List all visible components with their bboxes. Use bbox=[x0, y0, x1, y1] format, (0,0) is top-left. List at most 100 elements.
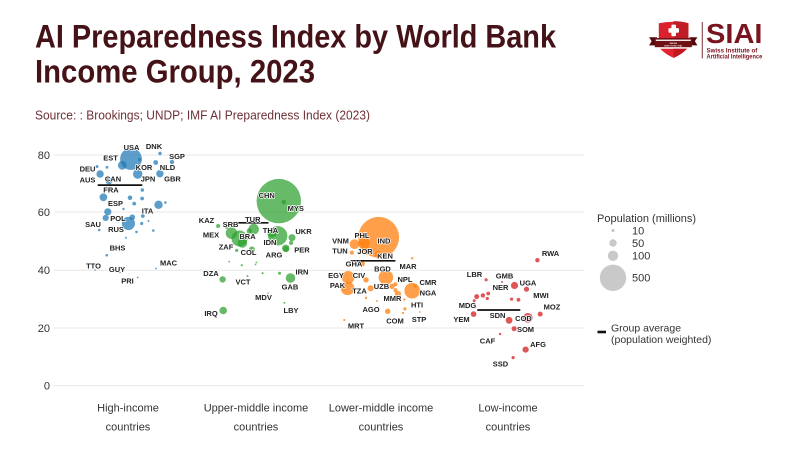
svg-text:Population (millions): Population (millions) bbox=[597, 213, 696, 225]
svg-text:Income Group, 2023: Income Group, 2023 bbox=[35, 54, 315, 90]
svg-text:Group average: Group average bbox=[611, 323, 681, 335]
svg-text:DZA: DZA bbox=[203, 269, 219, 278]
svg-text:MDG: MDG bbox=[459, 301, 477, 310]
svg-text:AGO: AGO bbox=[362, 305, 379, 314]
svg-text:100: 100 bbox=[632, 251, 650, 263]
svg-text:CAF: CAF bbox=[480, 337, 496, 346]
svg-text:countries: countries bbox=[234, 422, 279, 434]
svg-text:IRN: IRN bbox=[296, 268, 309, 277]
svg-text:countries: countries bbox=[486, 422, 531, 434]
svg-text:PHL: PHL bbox=[355, 231, 370, 240]
svg-text:SDN: SDN bbox=[490, 311, 506, 320]
svg-text:HTI: HTI bbox=[411, 301, 423, 310]
svg-text:UGA: UGA bbox=[520, 279, 537, 288]
svg-text:KOR: KOR bbox=[136, 163, 153, 172]
svg-text:MYS: MYS bbox=[288, 204, 304, 213]
svg-text:IRQ: IRQ bbox=[204, 309, 218, 318]
svg-text:VCT: VCT bbox=[236, 278, 251, 287]
svg-text:NER: NER bbox=[493, 283, 509, 292]
svg-text:MRT: MRT bbox=[348, 322, 365, 331]
svg-text:Artificial Intelligence: Artificial Intelligence bbox=[707, 53, 763, 60]
svg-text:STP: STP bbox=[412, 315, 427, 324]
svg-text:80: 80 bbox=[38, 150, 50, 162]
svg-text:FRA: FRA bbox=[103, 186, 119, 195]
svg-text:ZAF: ZAF bbox=[219, 243, 234, 252]
svg-text:ESP: ESP bbox=[108, 199, 123, 208]
svg-text:PER: PER bbox=[294, 246, 310, 255]
svg-text:LBR: LBR bbox=[467, 270, 483, 279]
svg-text:SRB: SRB bbox=[223, 220, 239, 229]
svg-text:BGD: BGD bbox=[374, 265, 391, 274]
svg-text:MDV: MDV bbox=[255, 293, 272, 302]
svg-text:USA: USA bbox=[124, 143, 140, 152]
svg-text:GMB: GMB bbox=[496, 272, 514, 281]
svg-text:PRI: PRI bbox=[121, 277, 134, 286]
svg-text:MAC: MAC bbox=[160, 259, 178, 268]
svg-text:GBR: GBR bbox=[164, 175, 181, 184]
svg-text:NGA: NGA bbox=[420, 289, 437, 298]
svg-text:MMR: MMR bbox=[384, 294, 402, 303]
svg-text:Lower-middle income: Lower-middle income bbox=[329, 403, 434, 415]
svg-text:SAU: SAU bbox=[85, 220, 101, 229]
svg-text:SIAI: SIAI bbox=[706, 18, 763, 49]
svg-text:GHA: GHA bbox=[346, 260, 363, 269]
svg-text:countries: countries bbox=[359, 422, 404, 434]
svg-text:KAZ: KAZ bbox=[199, 216, 215, 225]
svg-text:COD: COD bbox=[515, 314, 532, 323]
svg-text:EST: EST bbox=[103, 154, 118, 163]
svg-text:ARG: ARG bbox=[266, 251, 283, 260]
svg-text:RWA: RWA bbox=[542, 249, 560, 258]
svg-text:TZA: TZA bbox=[352, 287, 367, 296]
svg-text:JOR: JOR bbox=[357, 247, 373, 256]
svg-text:SGP: SGP bbox=[169, 152, 185, 161]
svg-text:Low-income: Low-income bbox=[478, 403, 537, 415]
svg-text:Swiss Institute of: Swiss Institute of bbox=[707, 47, 759, 54]
svg-text:AUS: AUS bbox=[80, 176, 96, 185]
svg-text:GAB: GAB bbox=[282, 283, 299, 292]
svg-text:UKR: UKR bbox=[295, 227, 312, 236]
svg-text:POL: POL bbox=[110, 214, 126, 223]
svg-text:YEM: YEM bbox=[453, 315, 469, 324]
svg-text:INSTITUTE SIAI: INSTITUTE SIAI bbox=[664, 44, 682, 47]
svg-text:60: 60 bbox=[38, 207, 50, 219]
svg-text:THA: THA bbox=[263, 226, 279, 235]
svg-text:10: 10 bbox=[632, 225, 644, 237]
svg-text:NPL: NPL bbox=[398, 275, 413, 284]
svg-text:countries: countries bbox=[106, 422, 151, 434]
svg-text:IND: IND bbox=[378, 237, 392, 246]
svg-text:(population weighted): (population weighted) bbox=[611, 334, 711, 346]
svg-text:BHS: BHS bbox=[110, 244, 126, 253]
svg-text:CIV: CIV bbox=[353, 271, 366, 280]
svg-text:GUY: GUY bbox=[109, 265, 125, 274]
svg-text:BRA: BRA bbox=[239, 232, 256, 241]
svg-text:DEU: DEU bbox=[80, 165, 96, 174]
svg-text:IDN: IDN bbox=[264, 238, 277, 247]
svg-text:KEN: KEN bbox=[377, 252, 393, 261]
svg-text:0: 0 bbox=[44, 381, 50, 393]
svg-text:40: 40 bbox=[38, 265, 50, 277]
svg-text:Source: : Brookings; UNDP; IMF: Source: : Brookings; UNDP; IMF AI Prepar… bbox=[35, 108, 370, 123]
svg-text:TTO: TTO bbox=[86, 262, 101, 271]
svg-text:NLD: NLD bbox=[160, 163, 176, 172]
svg-text:RUS: RUS bbox=[108, 225, 124, 234]
svg-text:CAN: CAN bbox=[105, 175, 121, 184]
svg-text:50: 50 bbox=[632, 238, 644, 250]
svg-text:PAK: PAK bbox=[330, 281, 346, 290]
svg-text:CHN: CHN bbox=[259, 191, 275, 200]
svg-text:TUN: TUN bbox=[332, 247, 347, 256]
svg-text:MOZ: MOZ bbox=[544, 303, 561, 312]
svg-text:JPN: JPN bbox=[141, 175, 156, 184]
svg-text:SWISS: SWISS bbox=[669, 43, 677, 45]
svg-text:MAR: MAR bbox=[399, 262, 417, 271]
svg-text:ITA: ITA bbox=[142, 207, 154, 216]
svg-text:COL: COL bbox=[241, 248, 257, 257]
svg-text:Upper-middle income: Upper-middle income bbox=[204, 403, 309, 415]
svg-text:COM: COM bbox=[386, 317, 404, 326]
svg-text:VNM: VNM bbox=[332, 237, 349, 246]
svg-text:LBY: LBY bbox=[284, 306, 299, 315]
svg-text:MWI: MWI bbox=[533, 291, 548, 300]
svg-text:SOM: SOM bbox=[517, 325, 534, 334]
svg-text:SSD: SSD bbox=[493, 360, 509, 369]
svg-text:500: 500 bbox=[632, 273, 650, 285]
svg-text:CMR: CMR bbox=[419, 278, 437, 287]
